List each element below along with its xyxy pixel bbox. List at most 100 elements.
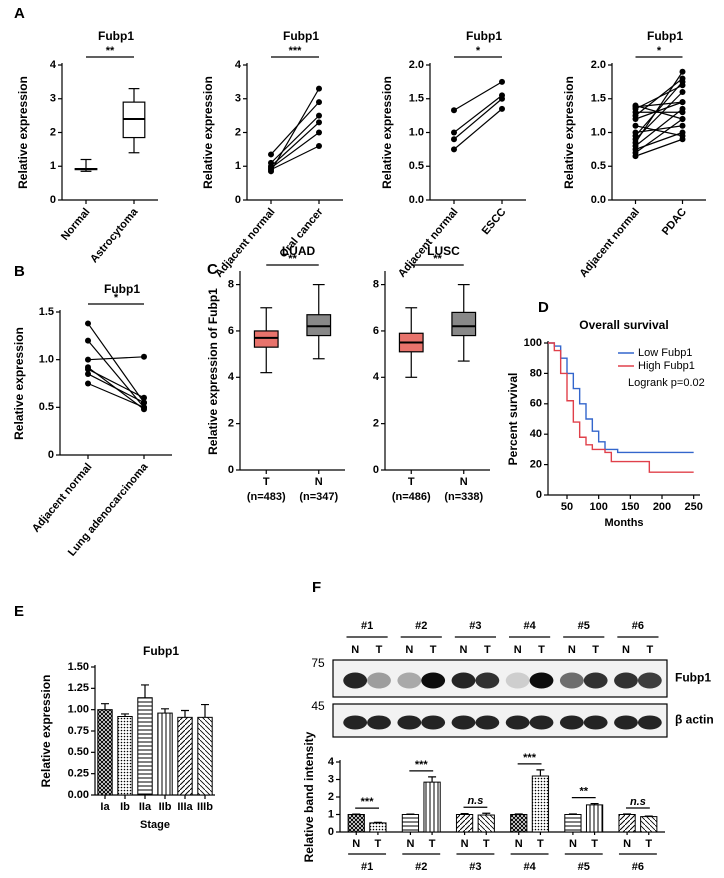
blot-group: #6 xyxy=(632,620,644,632)
error-bar xyxy=(428,776,437,783)
blot-band xyxy=(583,672,608,689)
blot-lane: N xyxy=(622,644,630,656)
error-bar xyxy=(460,813,469,815)
error-bar xyxy=(482,812,491,816)
y-axis-label: Relative band intensity xyxy=(302,731,316,862)
x-tick-label: Adjacent normal xyxy=(577,206,642,280)
sig-label: * xyxy=(657,45,662,57)
point xyxy=(632,129,639,136)
y-tick-label: 1.5 xyxy=(39,306,54,318)
blot-band xyxy=(421,715,446,730)
blot-lane: N xyxy=(568,644,576,656)
point xyxy=(679,109,686,116)
x-tick-label: N xyxy=(406,838,414,850)
y-tick-label: 2 xyxy=(50,126,56,138)
bar xyxy=(618,814,636,833)
y-tick-label: 1.50 xyxy=(68,661,89,673)
group-label: #3 xyxy=(469,861,481,873)
point xyxy=(85,320,91,327)
y-tick-label: 0.0 xyxy=(591,194,606,206)
point xyxy=(316,112,322,119)
y-tick-label: 0.5 xyxy=(409,160,424,172)
point xyxy=(499,105,505,112)
point xyxy=(679,132,686,139)
y-tick-label: 4 xyxy=(235,59,242,71)
blot-group: #4 xyxy=(523,620,536,632)
y-tick-label: 4 xyxy=(328,756,335,768)
blot-band xyxy=(475,672,500,689)
y-axis-label: Relative expression xyxy=(39,675,53,788)
error-bar xyxy=(181,709,189,718)
error-bar xyxy=(121,713,129,717)
point xyxy=(316,99,322,106)
y-tick-label: 0 xyxy=(235,194,241,206)
point xyxy=(679,89,686,95)
pair-line xyxy=(635,125,683,134)
sig-label: n.s xyxy=(630,796,646,808)
x-tick-label: 250 xyxy=(684,501,702,513)
y-tick-label: 3 xyxy=(328,773,334,785)
y-tick-label: 1.5 xyxy=(591,93,606,105)
error-bar xyxy=(373,821,382,823)
pair-line xyxy=(453,81,503,111)
point xyxy=(85,337,91,344)
point xyxy=(632,122,639,129)
bar xyxy=(157,712,173,796)
x-tick-label: IIIb xyxy=(197,801,213,813)
bar xyxy=(585,804,604,833)
box xyxy=(253,330,279,348)
y-tick-label: 0.50 xyxy=(68,746,89,758)
panel-label: D xyxy=(538,299,549,316)
x-tick-label: Adjacent normal xyxy=(396,206,461,280)
blot-band xyxy=(637,672,662,689)
bar xyxy=(137,697,153,796)
point xyxy=(451,107,457,114)
x-tick-label: IIa xyxy=(139,801,152,813)
point xyxy=(632,102,639,109)
x-tick-note: (n=486) xyxy=(392,491,431,503)
y-tick-label: 4 xyxy=(50,59,57,71)
x-tick-label: Ib xyxy=(120,801,130,813)
pair-line xyxy=(453,94,503,133)
chart-title: Fubp1 xyxy=(104,282,140,296)
sig-label: * xyxy=(476,45,481,57)
y-tick-label: 1 xyxy=(328,808,334,820)
panel-label: B xyxy=(14,263,25,280)
box xyxy=(306,314,332,337)
chart-title: Overall survival xyxy=(579,318,668,332)
blot-band xyxy=(583,715,608,730)
blot-band xyxy=(343,672,368,689)
y-tick-label: 20 xyxy=(530,459,542,471)
blot-marker: 45 xyxy=(311,699,325,713)
x-tick-label: T xyxy=(263,476,270,488)
chart-title: Fubp1 xyxy=(283,29,319,43)
error-bar xyxy=(161,708,169,714)
x-tick-label: T xyxy=(537,838,544,850)
chart-title: LUSC xyxy=(427,244,460,258)
blot-band xyxy=(397,715,422,730)
blot-group: #2 xyxy=(415,620,427,632)
pair-line xyxy=(635,125,683,137)
group-label: #2 xyxy=(415,861,427,873)
point xyxy=(85,370,91,377)
pair-line xyxy=(635,138,683,157)
blot-band xyxy=(614,715,638,730)
y-tick-label: 2 xyxy=(328,791,334,803)
y-tick-label: 1.0 xyxy=(409,126,424,138)
x-tick-label: PDAC xyxy=(660,206,689,238)
point xyxy=(451,129,457,136)
chart-title: Fubp1 xyxy=(466,29,502,43)
x-tick-label: T xyxy=(408,476,415,488)
y-tick-label: 0 xyxy=(373,464,379,476)
y-tick-label: 1.0 xyxy=(39,354,54,366)
point xyxy=(268,159,274,166)
y-tick-label: 0.25 xyxy=(68,768,89,780)
bar xyxy=(640,816,658,833)
pair-line xyxy=(87,382,145,408)
point xyxy=(679,68,686,75)
group-label: #4 xyxy=(523,861,536,873)
point xyxy=(499,92,505,99)
bar xyxy=(97,709,113,796)
point xyxy=(85,380,91,387)
chart-title: Fubp1 xyxy=(647,29,683,43)
